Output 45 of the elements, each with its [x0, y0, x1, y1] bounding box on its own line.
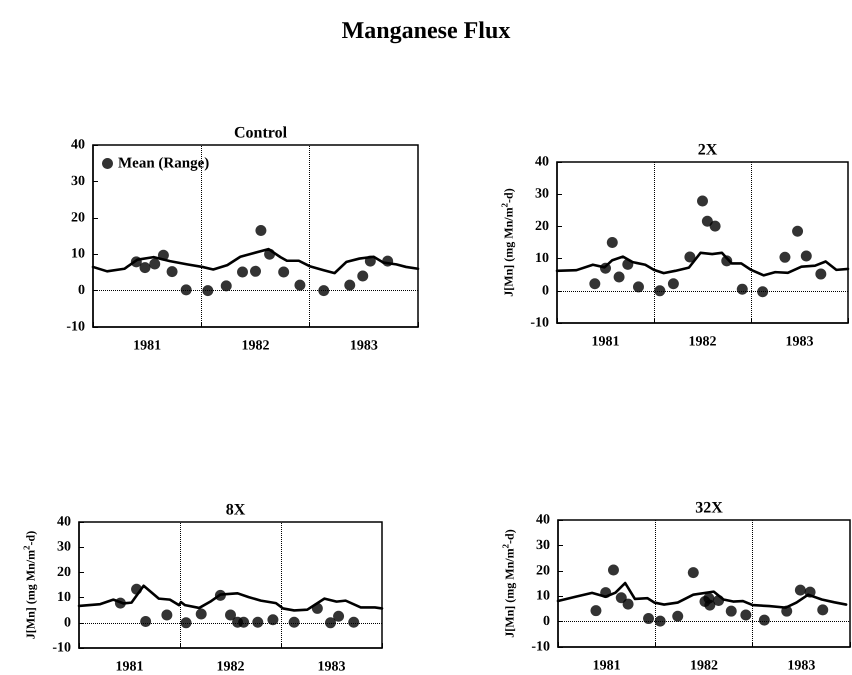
chart-title: 2X [698, 142, 718, 158]
y-tick-label: -10 [531, 640, 550, 654]
x-tick-label: 1982 [690, 658, 718, 674]
chart-title: 8X [226, 502, 246, 518]
y-tick-label: 40 [535, 154, 549, 170]
legend-label: Mean (Range) [118, 156, 210, 172]
text: Manganese Flux [340, 18, 512, 45]
x-tick-label: 1982 [216, 660, 244, 674]
x-tick-label: 1982 [242, 338, 270, 354]
y-tick-label: 10 [71, 246, 85, 262]
y-tick-label: 10 [57, 590, 71, 606]
y-axis-title: J[Mn] (mg Mn/m2-d) [22, 530, 38, 640]
y-tick-label: 20 [71, 210, 85, 226]
y-tick-label: 40 [57, 514, 71, 530]
x-tick-label: 1981 [592, 334, 620, 350]
x-tick-label: 1981 [116, 660, 144, 674]
y-tick-label: 30 [535, 186, 549, 202]
y-axis-title: J[Mn] (mg Mn/m2-d) [500, 529, 516, 638]
y-axis-title: J[Mn] (mg Mn/m2-d) [500, 188, 516, 297]
x-tick-label: 1983 [787, 658, 816, 674]
x-tick-label: 1981 [592, 658, 621, 674]
y-tick-label: -10 [66, 320, 85, 334]
chart-title: 32X [695, 500, 724, 516]
y-tick-label: 20 [535, 218, 549, 234]
y-tick-label: -10 [52, 640, 71, 656]
x-tick-label: 1981 [133, 338, 162, 354]
x-tick-label: 1983 [318, 660, 346, 674]
y-tick-label: -10 [530, 316, 549, 330]
y-tick-label: 0 [78, 283, 85, 298]
y-tick-label: 40 [536, 512, 550, 528]
y-tick-label: 10 [536, 588, 550, 604]
y-tick-label: 30 [57, 540, 71, 555]
x-tick-label: 1983 [350, 338, 378, 354]
chart-title: Control [234, 124, 288, 142]
x-tick-label: 1983 [786, 334, 814, 350]
y-tick-label: 10 [535, 251, 549, 266]
y-tick-label: 20 [536, 563, 550, 578]
y-tick-label: 0 [542, 283, 549, 298]
y-tick-label: 0 [543, 614, 550, 630]
y-tick-label: 0 [64, 615, 71, 630]
x-tick-label: 1982 [688, 334, 716, 350]
y-tick-label: 30 [71, 174, 85, 189]
y-tick-label: 20 [57, 564, 71, 580]
y-tick-label: 40 [71, 138, 85, 152]
y-tick-label: 30 [536, 538, 550, 553]
